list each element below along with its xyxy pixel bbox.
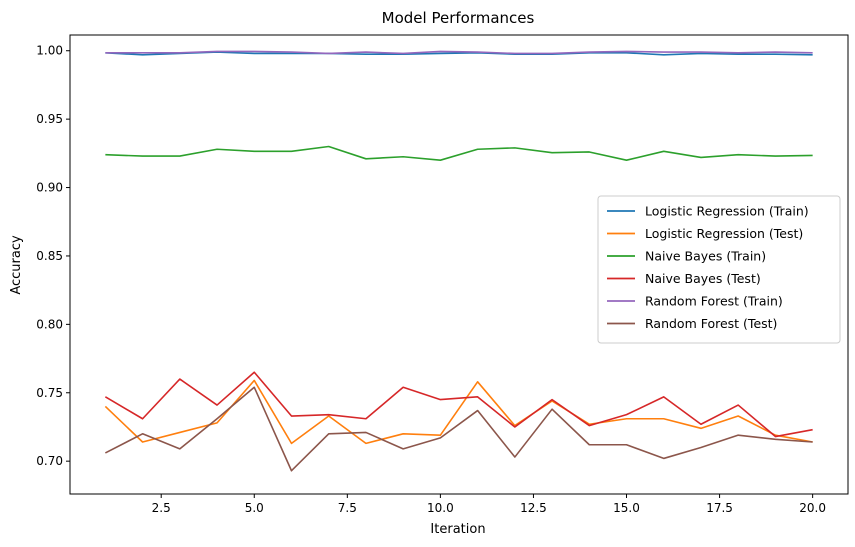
legend-box (597, 195, 841, 344)
x-axis-ticks: 2.5 5.0 7.5 10.0 12.5 15.0 17.5 20.0 (152, 494, 826, 515)
y-tick-label: 0.75 (36, 386, 63, 400)
legend-label-3: Naive Bayes (Test) (645, 271, 761, 286)
y-tick-label: 0.85 (36, 249, 63, 263)
x-tick-label: 12.5 (520, 501, 547, 515)
y-tick-label: 0.80 (36, 317, 63, 331)
series-line-5 (104, 386, 813, 472)
series-line-1 (104, 379, 813, 445)
x-tick-label: 15.0 (613, 501, 640, 515)
x-tick-label: 10.0 (427, 501, 454, 515)
legend-label-2: Naive Bayes (Train) (645, 249, 766, 264)
y-tick-label: 0.95 (36, 112, 63, 126)
x-tick-label: 20.0 (799, 501, 826, 515)
y-axis-label: Accuracy (9, 235, 24, 295)
series-line-3 (104, 371, 813, 438)
x-tick-label: 5.0 (245, 501, 264, 515)
series-line-2 (105, 145, 813, 161)
y-tick-label: 0.70 (36, 454, 63, 468)
legend: Logistic Regression (Train) Logistic Regr… (597, 195, 841, 344)
y-tick-label: 0.90 (36, 181, 63, 195)
x-tick-label: 2.5 (152, 501, 171, 515)
plot-lines (104, 50, 813, 472)
y-tick-label: 1.00 (36, 44, 63, 58)
chart-title: Model Performances (382, 9, 535, 27)
series-line-4 (105, 50, 813, 55)
x-tick-label: 7.5 (338, 501, 357, 515)
legend-label-5: Random Forest (Test) (645, 316, 777, 331)
x-tick-label: 17.5 (706, 501, 733, 515)
y-axis-ticks: 0.70 0.75 0.80 0.85 0.90 0.95 1.00 (36, 44, 70, 468)
legend-label-0: Logistic Regression (Train) (645, 204, 809, 219)
legend-label-1: Logistic Regression (Test) (645, 226, 803, 241)
series-line-0 (105, 51, 813, 56)
x-axis-label: Iteration (430, 522, 485, 537)
legend-label-4: Random Forest (Train) (645, 294, 783, 309)
plot-frame (69, 34, 849, 495)
